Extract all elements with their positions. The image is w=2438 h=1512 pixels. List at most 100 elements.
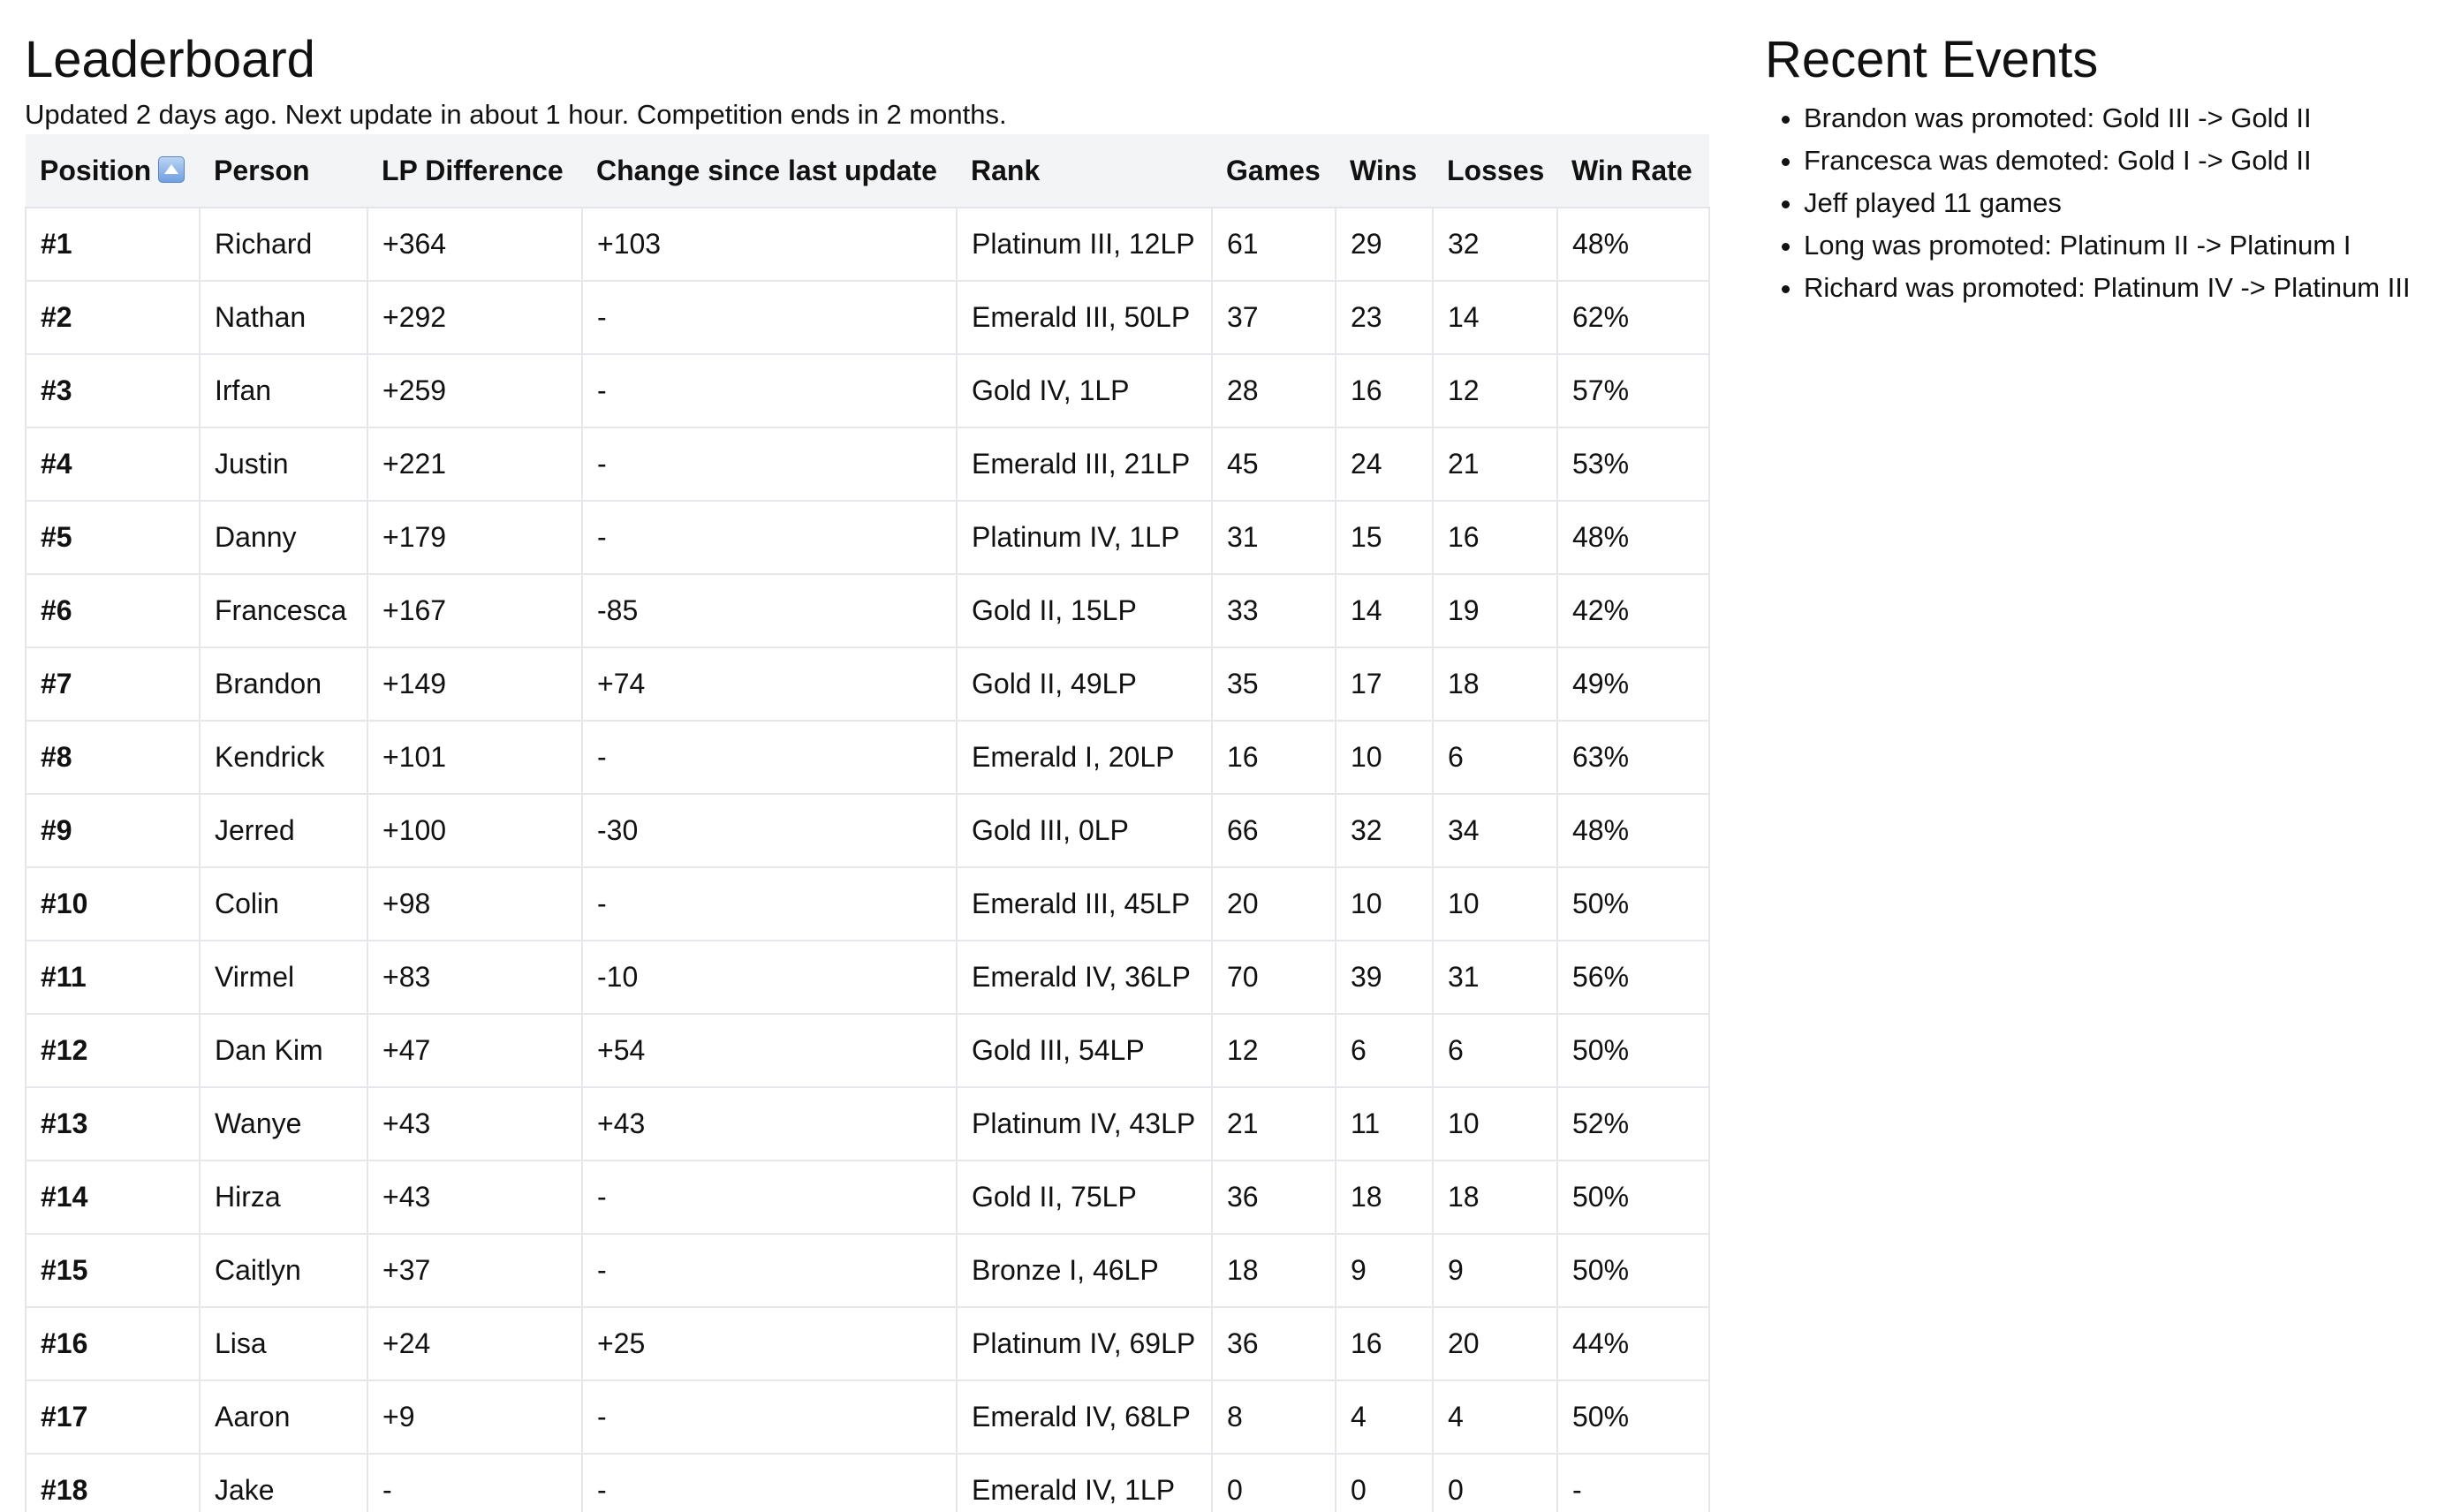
cell-lp-difference: +37 <box>367 1233 583 1307</box>
cell-win-rate: 53% <box>1557 427 1710 501</box>
cell-win-rate: 49% <box>1557 646 1710 721</box>
leaderboard-body: #1 Richard +364 +103 Platinum III, 12LP 61 29 3… <box>25 207 1710 1512</box>
column-header-rank[interactable]: Rank <box>957 134 1212 208</box>
cell-person: Irfan <box>200 353 368 427</box>
cell-games: 18 <box>1212 1233 1336 1307</box>
cell-games: 70 <box>1212 940 1336 1014</box>
cell-rank: Platinum III, 12LP <box>957 207 1213 281</box>
cell-person: Jake <box>200 1453 368 1512</box>
cell-person: Aaron <box>200 1380 368 1454</box>
cell-wins: 0 <box>1336 1453 1434 1512</box>
update-status-text: Updated 2 days ago. Next update in about… <box>25 99 1007 130</box>
table-row: #3 Irfan +259- Gold IV, 1LP 28 16 12 57% <box>25 353 1710 427</box>
cell-change: - <box>582 1233 958 1307</box>
cell-losses: 9 <box>1433 1233 1558 1307</box>
cell-change: - <box>582 427 958 501</box>
cell-position: #17 <box>25 1380 201 1454</box>
cell-rank: Platinum IV, 69LP <box>957 1306 1213 1380</box>
column-header-change[interactable]: Change since last update <box>582 134 957 208</box>
cell-change: -85 <box>582 573 958 647</box>
cell-wins: 32 <box>1336 793 1434 867</box>
cell-games: 8 <box>1212 1380 1336 1454</box>
cell-change: +103 <box>582 207 958 281</box>
cell-position: #12 <box>25 1013 201 1087</box>
cell-position: #7 <box>25 646 201 721</box>
cell-win-rate: 63% <box>1557 720 1710 794</box>
cell-losses: 10 <box>1433 1086 1558 1160</box>
cell-win-rate: 50% <box>1557 1380 1710 1454</box>
cell-win-rate: 50% <box>1557 1233 1710 1307</box>
cell-losses: 19 <box>1433 573 1558 647</box>
cell-losses: 6 <box>1433 720 1558 794</box>
column-header-position[interactable]: Position <box>26 134 200 208</box>
event-item: Brandon was promoted: Gold III -> Gold I… <box>1804 97 2427 140</box>
cell-losses: 21 <box>1433 427 1558 501</box>
cell-win-rate: 48% <box>1557 793 1710 867</box>
cell-win-rate: 50% <box>1557 1013 1710 1087</box>
cell-losses: 31 <box>1433 940 1558 1014</box>
sort-ascending-icon[interactable] <box>158 155 186 183</box>
cell-person: Caitlyn <box>200 1233 368 1307</box>
cell-lp-difference: - <box>367 1453 583 1512</box>
table-row: #17 Aaron +9- Emerald IV, 68LP 8 4 4 50% <box>25 1380 1710 1454</box>
cell-person: Wanye <box>200 1086 368 1160</box>
cell-games: 45 <box>1212 427 1336 501</box>
cell-rank: Gold II, 49LP <box>957 646 1213 721</box>
cell-wins: 4 <box>1336 1380 1434 1454</box>
cell-person: Nathan <box>200 280 368 354</box>
cell-person: Jerred <box>200 793 368 867</box>
cell-lp-difference: +167 <box>367 573 583 647</box>
column-header-win-rate[interactable]: Win Rate <box>1557 134 1709 208</box>
cell-rank: Emerald IV, 36LP <box>957 940 1213 1014</box>
cell-lp-difference: +24 <box>367 1306 583 1380</box>
column-header-games[interactable]: Games <box>1212 134 1336 208</box>
cell-change: +54 <box>582 1013 958 1087</box>
cell-lp-difference: +364 <box>367 207 583 281</box>
cell-losses: 14 <box>1433 280 1558 354</box>
cell-lp-difference: +83 <box>367 940 583 1014</box>
cell-rank: Platinum IV, 1LP <box>957 500 1213 574</box>
cell-games: 35 <box>1212 646 1336 721</box>
cell-person: Lisa <box>200 1306 368 1380</box>
cell-win-rate: 62% <box>1557 280 1710 354</box>
cell-win-rate: 44% <box>1557 1306 1710 1380</box>
cell-wins: 15 <box>1336 500 1434 574</box>
cell-change: - <box>582 720 958 794</box>
event-item: Richard was promoted: Platinum IV -> Pla… <box>1804 267 2427 309</box>
cell-position: #2 <box>25 280 201 354</box>
cell-lp-difference: +259 <box>367 353 583 427</box>
cell-position: #1 <box>25 207 201 281</box>
cell-rank: Emerald IV, 1LP <box>957 1453 1213 1512</box>
cell-wins: 16 <box>1336 353 1434 427</box>
cell-wins: 10 <box>1336 720 1434 794</box>
cell-wins: 29 <box>1336 207 1434 281</box>
column-header-wins[interactable]: Wins <box>1336 134 1433 208</box>
cell-position: #13 <box>25 1086 201 1160</box>
cell-position: #14 <box>25 1160 201 1234</box>
column-header-lp-difference[interactable]: LP Difference <box>367 134 582 208</box>
column-header-losses[interactable]: Losses <box>1433 134 1557 208</box>
cell-position: #8 <box>25 720 201 794</box>
cell-wins: 14 <box>1336 573 1434 647</box>
cell-losses: 18 <box>1433 1160 1558 1234</box>
table-row: #2 Nathan +292- Emerald III, 50LP 37 23 14 62% <box>25 280 1710 354</box>
recent-events-section: Recent Events Brandon was promoted: Gold… <box>1765 25 2427 309</box>
cell-change: - <box>582 1160 958 1234</box>
cell-games: 66 <box>1212 793 1336 867</box>
cell-rank: Emerald IV, 68LP <box>957 1380 1213 1454</box>
table-row: #11 Virmel +83 -10 Emerald IV, 36LP 70 39 31 56% <box>25 940 1710 1014</box>
cell-change: -30 <box>582 793 958 867</box>
cell-wins: 24 <box>1336 427 1434 501</box>
cell-wins: 11 <box>1336 1086 1434 1160</box>
cell-lp-difference: +221 <box>367 427 583 501</box>
cell-person: Danny <box>200 500 368 574</box>
cell-losses: 20 <box>1433 1306 1558 1380</box>
cell-rank: Bronze I, 46LP <box>957 1233 1213 1307</box>
table-row: #18 Jake - - Emerald IV, 1LP 0 0 0- <box>25 1453 1710 1512</box>
column-header-person[interactable]: Person <box>200 134 367 208</box>
cell-rank: Gold II, 75LP <box>957 1160 1213 1234</box>
cell-games: 20 <box>1212 866 1336 941</box>
cell-person: Virmel <box>200 940 368 1014</box>
cell-losses: 34 <box>1433 793 1558 867</box>
cell-change: - <box>582 280 958 354</box>
